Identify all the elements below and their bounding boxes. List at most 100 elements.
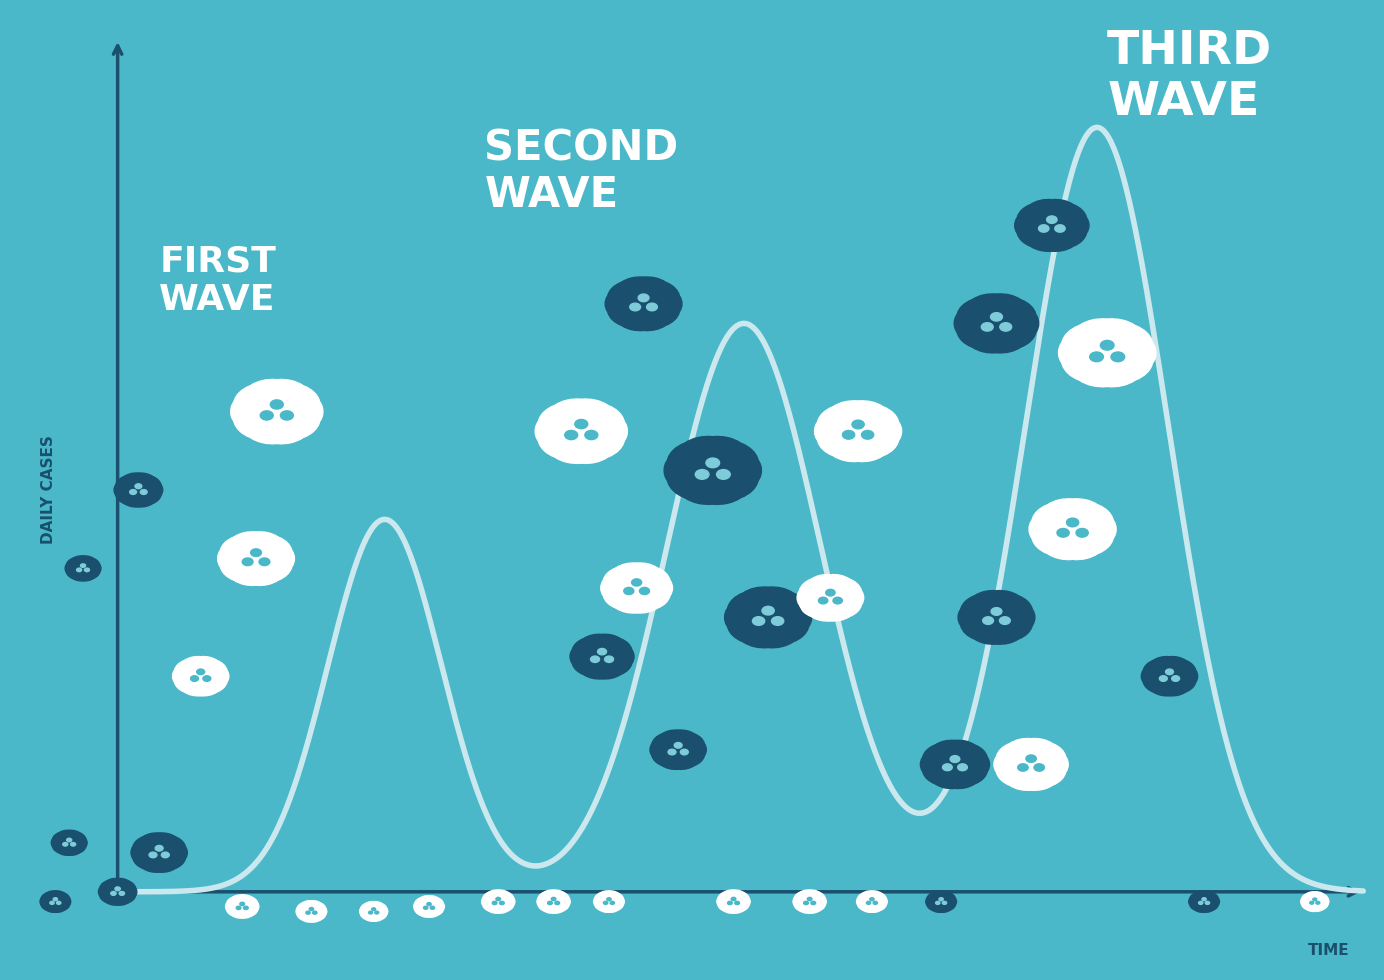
Ellipse shape — [298, 903, 306, 910]
Ellipse shape — [830, 401, 865, 416]
Ellipse shape — [688, 733, 704, 748]
Ellipse shape — [1017, 228, 1039, 247]
Ellipse shape — [1019, 607, 1035, 628]
Ellipse shape — [740, 587, 775, 602]
Ellipse shape — [954, 312, 973, 335]
Ellipse shape — [938, 891, 951, 896]
Circle shape — [270, 400, 284, 409]
Ellipse shape — [1046, 200, 1075, 213]
Circle shape — [574, 419, 588, 428]
Ellipse shape — [729, 474, 758, 499]
Ellipse shape — [152, 483, 163, 497]
Circle shape — [1160, 676, 1167, 681]
Circle shape — [111, 892, 116, 896]
Ellipse shape — [508, 897, 515, 906]
Circle shape — [241, 386, 313, 437]
Ellipse shape — [66, 569, 78, 579]
Ellipse shape — [133, 836, 149, 851]
Circle shape — [251, 549, 262, 557]
Ellipse shape — [42, 903, 50, 910]
Ellipse shape — [920, 755, 936, 774]
Circle shape — [62, 843, 68, 846]
Ellipse shape — [819, 897, 826, 906]
Ellipse shape — [667, 442, 696, 466]
Ellipse shape — [729, 442, 758, 466]
Ellipse shape — [42, 893, 50, 901]
Ellipse shape — [927, 903, 936, 910]
Ellipse shape — [298, 912, 306, 920]
Circle shape — [927, 745, 983, 784]
Ellipse shape — [947, 903, 955, 910]
Ellipse shape — [239, 895, 253, 901]
Ellipse shape — [614, 893, 623, 901]
Ellipse shape — [40, 897, 47, 906]
Circle shape — [866, 902, 871, 905]
Ellipse shape — [147, 476, 161, 488]
Ellipse shape — [1319, 894, 1327, 901]
Ellipse shape — [93, 564, 101, 573]
Ellipse shape — [360, 907, 365, 915]
Ellipse shape — [858, 903, 866, 910]
Ellipse shape — [1319, 903, 1327, 909]
Ellipse shape — [933, 740, 960, 753]
Ellipse shape — [51, 838, 60, 848]
Ellipse shape — [1301, 898, 1306, 906]
Ellipse shape — [320, 906, 327, 916]
Ellipse shape — [98, 886, 107, 898]
Circle shape — [1165, 669, 1174, 674]
Ellipse shape — [603, 567, 624, 585]
Circle shape — [1034, 763, 1045, 771]
Ellipse shape — [608, 417, 627, 445]
Ellipse shape — [563, 897, 570, 906]
Circle shape — [230, 898, 255, 915]
Ellipse shape — [667, 474, 696, 499]
Circle shape — [706, 458, 720, 467]
Ellipse shape — [64, 897, 71, 906]
Circle shape — [71, 843, 76, 846]
Ellipse shape — [1165, 657, 1187, 666]
Ellipse shape — [972, 591, 1002, 604]
Ellipse shape — [382, 907, 388, 915]
Circle shape — [53, 898, 58, 901]
Circle shape — [486, 893, 511, 910]
Ellipse shape — [614, 563, 642, 575]
Ellipse shape — [426, 896, 439, 901]
Ellipse shape — [1088, 504, 1113, 526]
Ellipse shape — [53, 844, 64, 854]
Ellipse shape — [706, 436, 743, 453]
Ellipse shape — [657, 577, 673, 599]
Ellipse shape — [66, 558, 78, 567]
Circle shape — [853, 420, 864, 429]
Ellipse shape — [483, 903, 493, 911]
Ellipse shape — [495, 890, 509, 896]
Ellipse shape — [1201, 891, 1214, 896]
Ellipse shape — [793, 605, 811, 630]
Ellipse shape — [537, 897, 544, 906]
Circle shape — [1023, 205, 1081, 246]
Ellipse shape — [1185, 668, 1197, 684]
Ellipse shape — [365, 916, 376, 921]
Ellipse shape — [302, 917, 314, 922]
Ellipse shape — [614, 601, 642, 613]
Ellipse shape — [638, 318, 668, 330]
Ellipse shape — [58, 849, 72, 856]
Ellipse shape — [1052, 754, 1068, 775]
Ellipse shape — [79, 838, 87, 848]
Ellipse shape — [656, 281, 680, 301]
Ellipse shape — [1179, 660, 1196, 674]
Ellipse shape — [1045, 499, 1080, 514]
Ellipse shape — [248, 379, 284, 395]
Circle shape — [197, 669, 205, 674]
Ellipse shape — [1073, 215, 1089, 236]
Circle shape — [493, 902, 497, 905]
Ellipse shape — [783, 592, 808, 614]
Ellipse shape — [231, 895, 245, 901]
Ellipse shape — [728, 620, 753, 643]
Circle shape — [551, 898, 556, 901]
Ellipse shape — [197, 657, 219, 666]
Ellipse shape — [573, 659, 591, 675]
Ellipse shape — [599, 907, 612, 912]
Ellipse shape — [606, 907, 619, 912]
Circle shape — [57, 902, 61, 905]
Ellipse shape — [234, 416, 262, 438]
